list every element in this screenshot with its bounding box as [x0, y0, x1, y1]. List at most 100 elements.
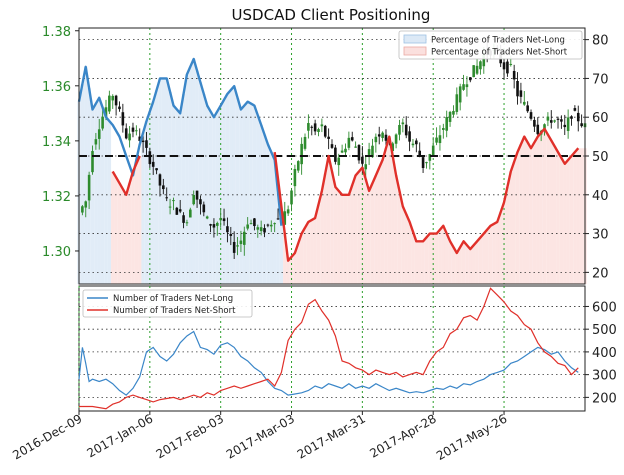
sentiment-fill-stripe — [492, 223, 496, 284]
candle-body — [421, 157, 425, 169]
sentiment-fill-stripe — [215, 111, 220, 284]
sentiment-fill-stripe — [384, 148, 388, 284]
price-axis-tick-label: 1.34 — [42, 135, 71, 150]
candle-body — [104, 107, 108, 117]
percentage-axis-tick-label: 60 — [592, 111, 609, 126]
sentiment-fill-stripe — [306, 221, 311, 284]
chart-title: USDCAD Client Positioning — [232, 6, 431, 24]
candle-body — [205, 216, 209, 219]
candle-body — [533, 119, 536, 127]
candle-body — [448, 111, 452, 122]
sentiment-fill-stripe — [239, 109, 243, 284]
sentiment-fill-stripe — [131, 171, 135, 284]
sentiment-fill-stripe — [242, 105, 246, 284]
sentiment-fill-stripe — [235, 97, 240, 285]
candle-body — [175, 207, 179, 215]
sentiment-fill-stripe — [509, 171, 513, 284]
candle-body — [455, 94, 459, 112]
trader-count-axis-tick-label: 400 — [592, 346, 617, 361]
candle-body — [418, 150, 422, 157]
sentiment-fill-stripe — [310, 220, 314, 284]
sentiment-fill-stripe — [576, 148, 580, 284]
date-axis-tick-label: 2017-Feb-03 — [154, 411, 227, 461]
sentiment-fill-stripe — [549, 140, 553, 284]
sentiment-fill-stripe — [232, 86, 236, 284]
candle-body — [101, 116, 104, 129]
candle-body — [391, 143, 395, 151]
candle-body — [162, 185, 165, 190]
top-legend-box — [398, 30, 583, 60]
candle-body — [549, 120, 553, 123]
candle-body — [266, 224, 270, 226]
sentiment-fill-stripe — [185, 74, 189, 284]
sentiment-fill-stripe — [451, 247, 456, 284]
sentiment-fill-stripe — [559, 157, 564, 284]
sentiment-fill-stripe — [482, 233, 486, 284]
sentiment-fill-stripe — [320, 190, 324, 284]
candle-body — [411, 143, 415, 146]
candle-body — [458, 86, 462, 103]
sentiment-fill-stripe — [337, 190, 341, 284]
candle-body — [337, 157, 341, 166]
candle-body — [124, 128, 128, 139]
sentiment-fill-stripe — [165, 78, 169, 284]
sentiment-fill-stripe — [175, 109, 179, 284]
sentiment-fill-stripe — [407, 221, 412, 284]
candle-body — [566, 117, 570, 131]
sentiment-fill-stripe — [397, 190, 402, 284]
candle-body — [445, 116, 448, 131]
candle-body — [425, 162, 428, 164]
sentiment-fill-stripe — [522, 136, 526, 284]
percentage-axis-tick-label: 30 — [592, 228, 609, 243]
candle-body — [563, 124, 567, 128]
candle-body — [404, 124, 408, 136]
sentiment-fill-stripe — [455, 252, 459, 284]
trader-count-axis-tick-label: 500 — [592, 323, 617, 338]
candle-body — [199, 199, 202, 205]
sentiment-fill-stripe — [94, 103, 98, 285]
candle-body — [158, 174, 162, 186]
sentiment-fill-stripe — [191, 59, 196, 284]
sentiment-fill-stripe — [316, 204, 321, 284]
candle-body — [509, 63, 513, 65]
sentiment-fill-stripe — [387, 136, 392, 284]
candle-body — [536, 124, 540, 135]
top-legend: Percentage of Traders Net-Long Percentag… — [398, 30, 583, 60]
candle-body — [310, 126, 314, 128]
sentiment-fill-stripe — [299, 233, 304, 284]
sentiment-fill-stripe — [505, 187, 510, 284]
candle-body — [286, 209, 290, 214]
candle-body — [428, 154, 432, 161]
candle-body — [556, 118, 560, 120]
sentiment-fill-stripe — [468, 249, 473, 284]
candle-body — [263, 228, 266, 233]
sentiment-fill-stripe — [421, 241, 425, 284]
trader-count-axis-tick-label: 300 — [592, 369, 617, 384]
percentage-axis-tick-label: 20 — [592, 266, 609, 281]
candle-body — [472, 65, 475, 78]
price-axis-tick-label: 1.30 — [42, 245, 71, 260]
date-axis-tick-label: 2017-Mar-03 — [224, 411, 297, 461]
price-axis-tick-label: 1.32 — [42, 190, 71, 205]
candle-body — [334, 147, 337, 162]
candle-body — [401, 122, 405, 125]
trader-count-axis-tick-label: 600 — [592, 300, 617, 315]
sentiment-fill-stripe — [414, 241, 419, 284]
sentiment-fill-stripe — [104, 117, 108, 284]
sentiment-fill-stripe — [394, 175, 398, 284]
sentiment-fill-stripe — [138, 156, 142, 284]
sentiment-fill-stripe — [546, 134, 550, 284]
candle-body — [394, 134, 398, 144]
sentiment-fill-stripe — [171, 105, 176, 284]
sentiment-fill-stripe — [293, 252, 297, 284]
net-long-percentage-line — [77, 57, 283, 226]
candle-body — [256, 227, 260, 230]
sentiment-fill-stripe — [515, 152, 520, 284]
candle-body — [273, 223, 276, 225]
candle-body — [249, 223, 253, 225]
sentiment-fill-stripe — [212, 117, 216, 284]
sentiment-fill-stripe — [343, 194, 348, 284]
sentiment-fill-stripe — [279, 225, 284, 284]
bottom-legend: Number of Traders Net-Long Number of Tra… — [82, 289, 253, 318]
sentiment-fill-stripe — [283, 233, 287, 284]
